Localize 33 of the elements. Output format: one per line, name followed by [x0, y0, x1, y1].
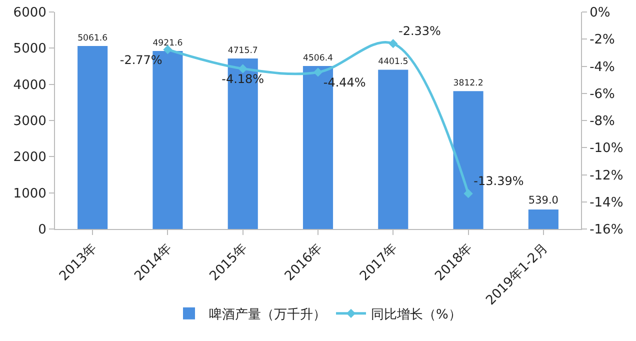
point — [313, 68, 323, 77]
bar — [528, 210, 558, 229]
y-tick-label: 2000 — [13, 150, 46, 166]
y2-tick-label: 0% — [590, 6, 610, 21]
y-tick-label: 5000 — [13, 42, 46, 57]
bar — [78, 46, 108, 229]
data-label: 539.0 — [528, 194, 558, 206]
data-label: 4506.4 — [302, 53, 334, 64]
y-tick-label: 0 — [38, 222, 46, 238]
y-tick-label: 3000 — [13, 114, 46, 130]
data-label: 5061.6 — [78, 33, 108, 44]
y2-tick-label: -10% — [590, 141, 624, 156]
y-tick-label: 6000 — [13, 6, 46, 21]
y2-tick-label: -2% — [590, 32, 615, 48]
y2-tick-label: -4% — [590, 60, 615, 75]
y-tick-label: 1000 — [13, 186, 46, 202]
data-label: -2.33% — [398, 24, 441, 38]
point — [464, 189, 473, 198]
y2-tick-label: -8% — [590, 114, 615, 130]
data-label: 4401.5 — [378, 57, 408, 68]
y2-tick-label: -14% — [590, 195, 624, 210]
data-label: 4715.7 — [228, 46, 258, 56]
legend-label: 啤酒产量（万千升） — [209, 307, 326, 322]
data-label: 4921.6 — [152, 38, 183, 48]
y2-tick-label: -16% — [590, 222, 624, 238]
legend-label: 同比增长（%） — [371, 307, 462, 322]
y2-tick-label: -6% — [590, 86, 615, 102]
data-label: 3812.2 — [453, 78, 484, 88]
point — [388, 39, 398, 48]
y2-tick-label: -12% — [590, 168, 624, 184]
y-tick-label: 4000 — [13, 78, 46, 93]
point — [238, 64, 248, 74]
bar — [378, 70, 408, 229]
